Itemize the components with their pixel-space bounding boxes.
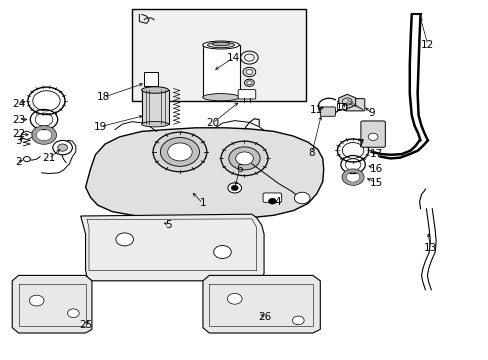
Text: 17: 17 <box>369 149 383 159</box>
Ellipse shape <box>207 42 234 48</box>
Text: 12: 12 <box>420 40 434 50</box>
Text: 10: 10 <box>335 103 348 113</box>
Text: 22: 22 <box>12 129 25 139</box>
Bar <box>142 90 168 124</box>
Circle shape <box>292 316 304 325</box>
Text: 23: 23 <box>12 114 25 125</box>
FancyBboxPatch shape <box>344 99 364 111</box>
Wedge shape <box>342 169 363 185</box>
Polygon shape <box>81 214 264 281</box>
Circle shape <box>227 293 242 304</box>
Text: 4: 4 <box>274 197 281 207</box>
FancyBboxPatch shape <box>144 90 157 95</box>
Text: 25: 25 <box>79 320 92 330</box>
Ellipse shape <box>203 94 239 101</box>
Ellipse shape <box>212 42 229 46</box>
Circle shape <box>213 246 231 258</box>
Text: 9: 9 <box>367 108 374 118</box>
Circle shape <box>58 144 67 151</box>
Text: 16: 16 <box>369 164 383 174</box>
Text: 2: 2 <box>15 157 22 167</box>
Circle shape <box>160 138 199 166</box>
Ellipse shape <box>142 87 168 93</box>
Circle shape <box>53 140 72 155</box>
Bar <box>132 9 305 101</box>
Text: 1: 1 <box>199 198 206 208</box>
Circle shape <box>228 147 260 170</box>
Text: 18: 18 <box>97 92 110 102</box>
Bar <box>203 45 239 97</box>
Text: 21: 21 <box>42 153 56 163</box>
Ellipse shape <box>203 41 239 49</box>
Circle shape <box>67 309 79 318</box>
Circle shape <box>153 132 206 172</box>
FancyBboxPatch shape <box>238 90 255 99</box>
Ellipse shape <box>142 122 168 127</box>
Wedge shape <box>32 126 56 144</box>
Polygon shape <box>203 275 320 333</box>
Circle shape <box>29 295 44 306</box>
Bar <box>337 103 346 109</box>
Circle shape <box>367 133 377 140</box>
Text: 3: 3 <box>15 136 22 147</box>
Circle shape <box>167 143 192 161</box>
Text: 11: 11 <box>309 105 323 115</box>
Circle shape <box>294 192 309 204</box>
Polygon shape <box>85 128 323 219</box>
Circle shape <box>231 185 238 190</box>
Text: 8: 8 <box>308 148 315 158</box>
Circle shape <box>268 198 276 204</box>
Text: 6: 6 <box>236 164 243 174</box>
Text: 7: 7 <box>357 139 364 149</box>
Text: 13: 13 <box>423 243 436 253</box>
Circle shape <box>116 233 133 246</box>
Circle shape <box>23 157 30 162</box>
Circle shape <box>221 141 267 176</box>
FancyBboxPatch shape <box>320 107 335 116</box>
Text: 5: 5 <box>165 220 172 230</box>
Text: 26: 26 <box>258 312 271 322</box>
Text: 24: 24 <box>12 99 25 109</box>
Bar <box>144 72 158 86</box>
FancyBboxPatch shape <box>360 121 385 147</box>
FancyBboxPatch shape <box>263 193 281 202</box>
Text: 15: 15 <box>369 178 383 188</box>
Polygon shape <box>12 275 92 333</box>
Circle shape <box>235 152 253 165</box>
Text: 20: 20 <box>206 118 219 128</box>
Text: 19: 19 <box>93 122 107 132</box>
Circle shape <box>227 183 241 193</box>
Text: 14: 14 <box>226 53 240 63</box>
